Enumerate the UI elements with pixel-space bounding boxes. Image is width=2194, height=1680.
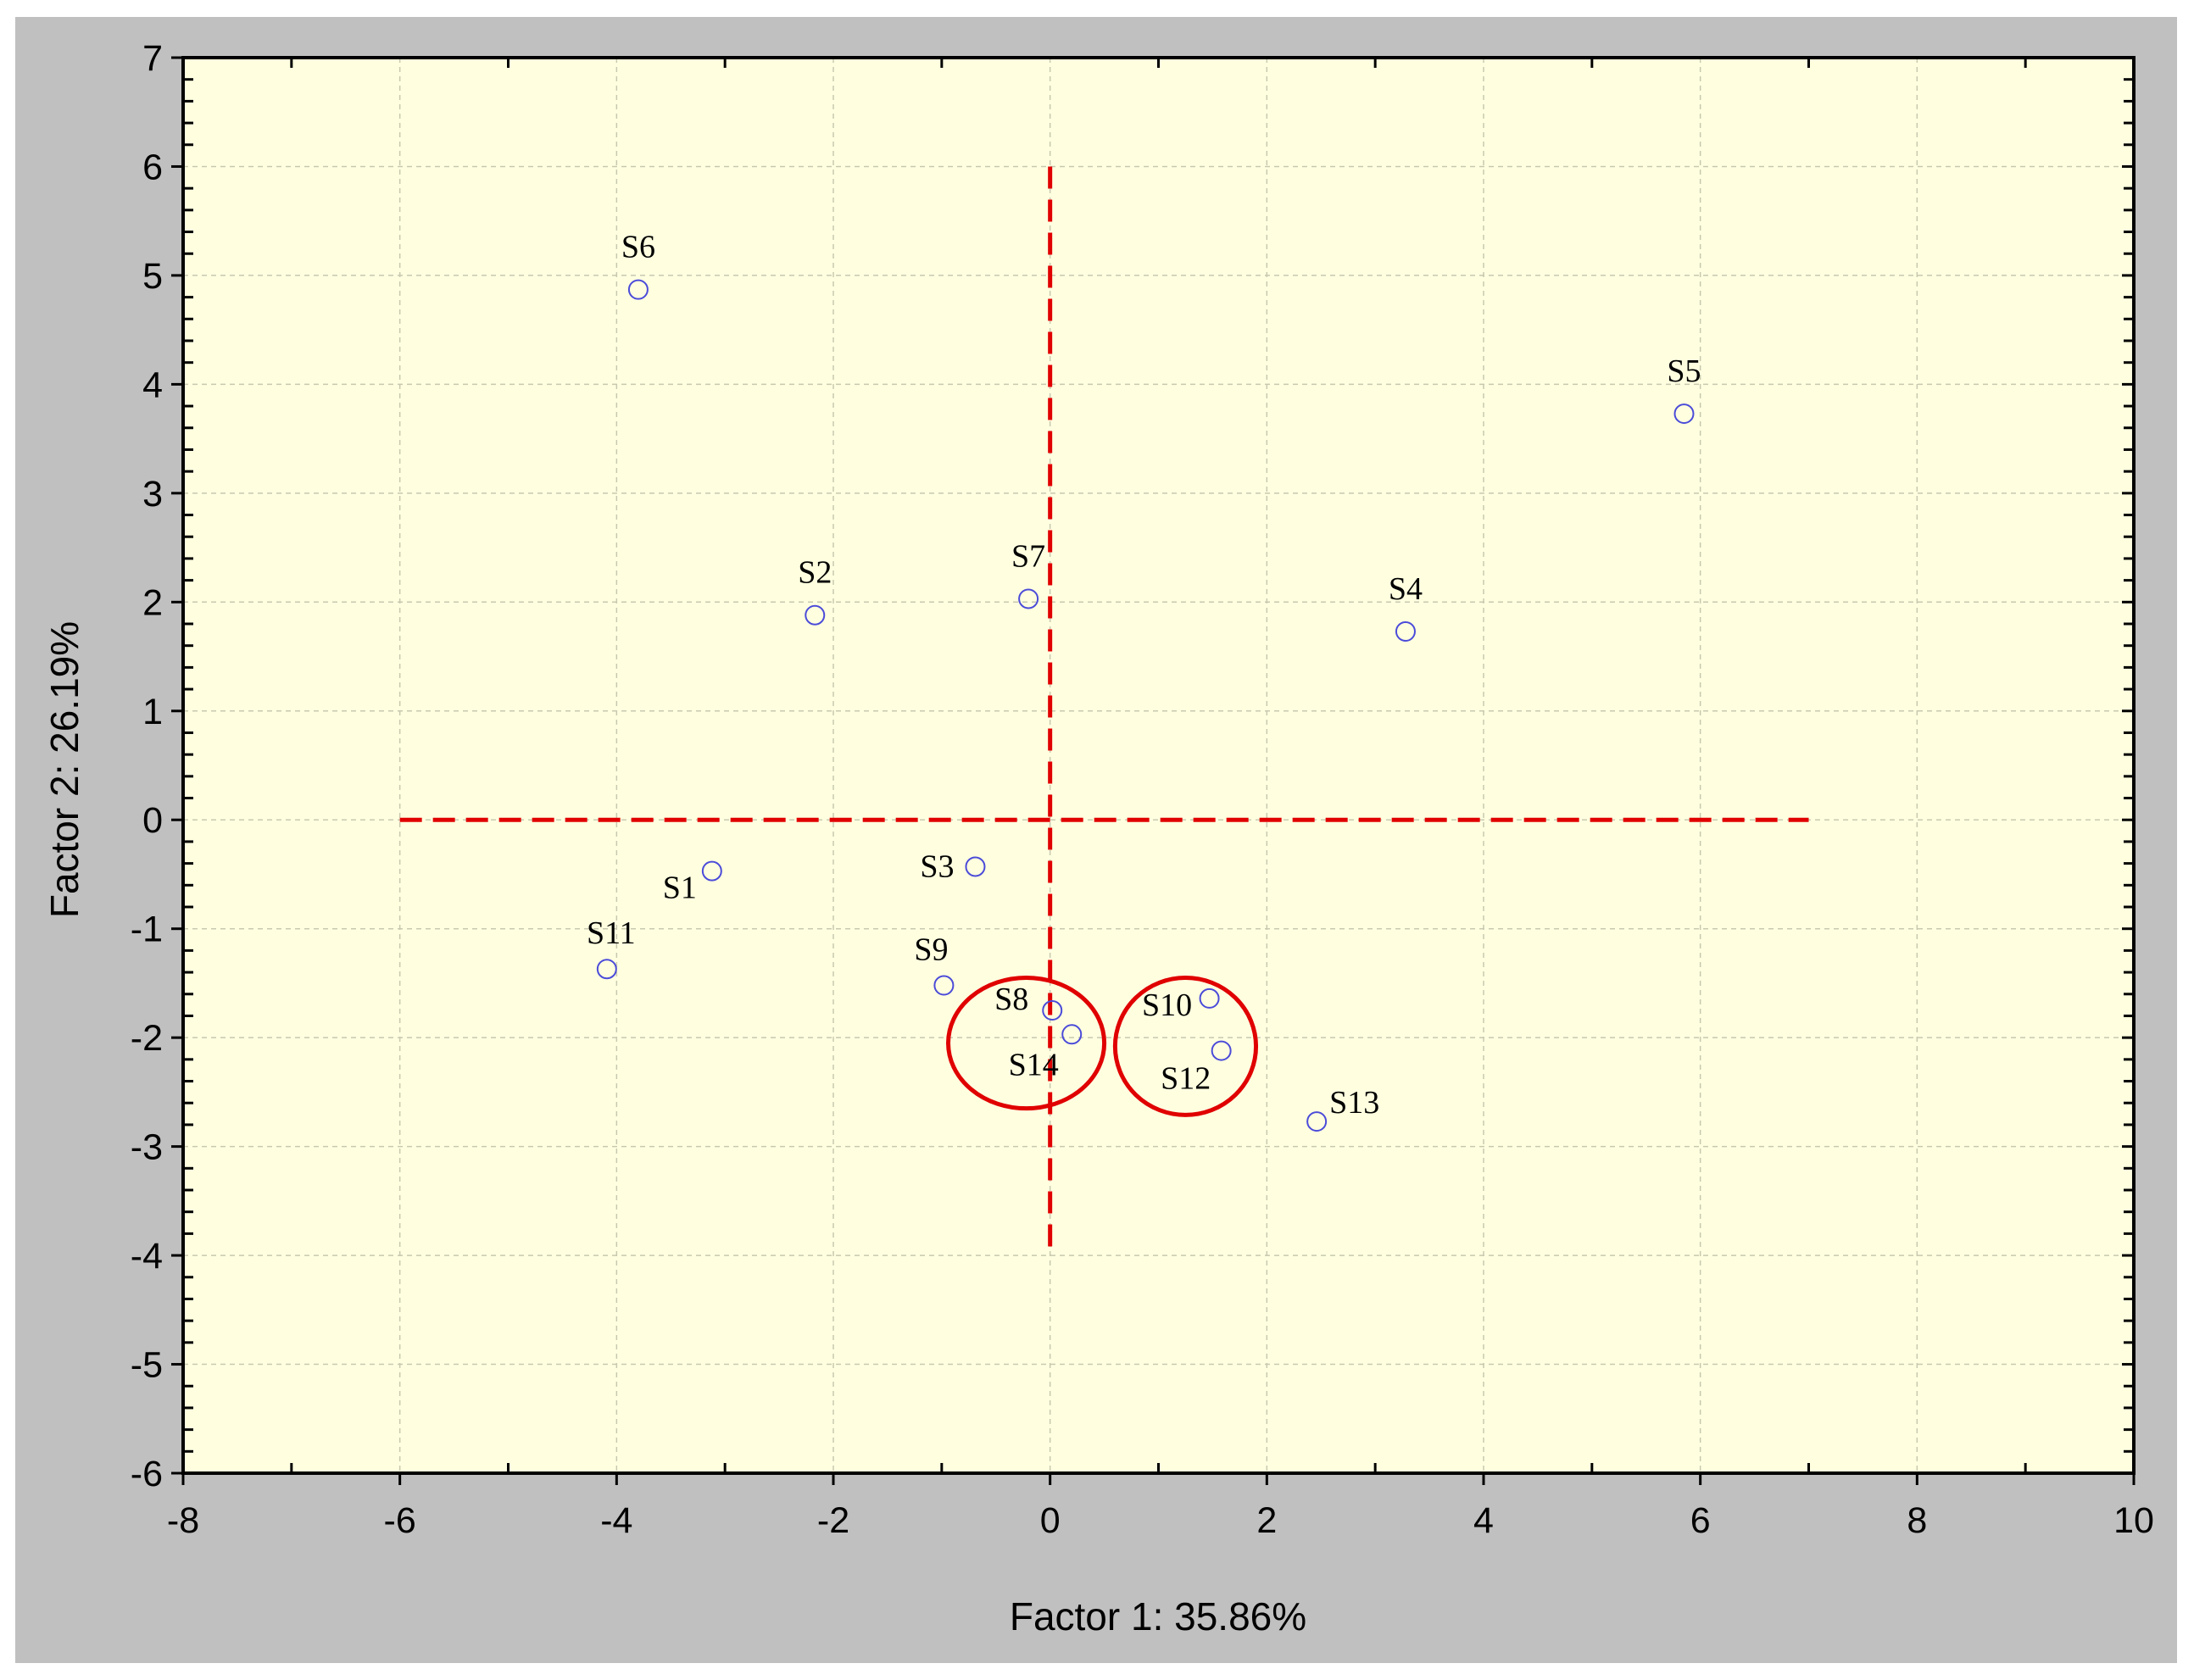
plot-area: [183, 58, 2134, 1473]
y-axis-title: Factor 2: 26.19%: [42, 621, 86, 918]
y-tick-label: 5: [142, 256, 163, 297]
y-tick-label: 1: [142, 692, 163, 732]
y-tick-label: 6: [142, 147, 163, 187]
scatter-point: [596, 959, 617, 980]
x-tick-label: 4: [1473, 1500, 1494, 1541]
scatter-point: [965, 856, 986, 877]
point-label: S10: [1142, 987, 1192, 1023]
x-tick-label: -2: [817, 1500, 849, 1541]
scatter-point: [1306, 1111, 1328, 1132]
data-points: [596, 279, 1695, 1132]
y-tick-label: 7: [142, 38, 163, 79]
y-tick-label: 3: [142, 474, 163, 515]
point-labels: S1 S2 S3 S4 S5 S6 S7 S8 S9 S10 S11 S12 S13 S14: [587, 230, 1701, 1121]
x-tick-label: -4: [600, 1500, 632, 1541]
point-label: S9: [914, 932, 948, 967]
x-axis-title: Factor 1: 35.86%: [1010, 1594, 1306, 1638]
scatter-point: [1061, 1024, 1083, 1045]
point-label: S5: [1667, 353, 1701, 389]
y-tick-label: -3: [131, 1127, 163, 1168]
y-tick-label: -1: [131, 910, 163, 950]
y-tick-label: -6: [131, 1454, 163, 1494]
scatter-point: [1211, 1040, 1232, 1061]
scatter-point: [933, 975, 955, 996]
x-tick-label: -6: [384, 1500, 416, 1541]
x-tick-labels: -8 -6 -4 -2 0 2 4 6 8 10: [167, 1500, 2154, 1541]
point-label: S11: [587, 915, 636, 951]
y-tick-labels: -6 -5 -4 -3 -2 -1 0 1 2 3 4 5 6 7: [131, 38, 163, 1494]
point-label: S8: [994, 982, 1028, 1017]
point-label: S3: [920, 848, 954, 884]
x-tick-label: 8: [1907, 1500, 1927, 1541]
scatter-point: [1673, 403, 1695, 425]
scatter-point: [1395, 620, 1416, 642]
plot-border: [181, 56, 2136, 1475]
reference-lines: [399, 166, 1809, 1256]
x-tick-label: 0: [1040, 1500, 1061, 1541]
x-tick-label: 2: [1256, 1500, 1277, 1541]
scatter-point: [805, 604, 826, 626]
scatter-point: [1199, 987, 1220, 1009]
point-label: S7: [1011, 538, 1045, 574]
point-label: S14: [1009, 1047, 1059, 1082]
y-tick-label: 0: [142, 800, 163, 841]
y-tick-label: 4: [142, 364, 163, 405]
point-label: S13: [1329, 1085, 1379, 1121]
scatter-point: [701, 860, 722, 882]
scatter-point: [627, 279, 649, 300]
scatter-point: [1042, 1000, 1063, 1021]
y-tick-label: 2: [142, 582, 163, 623]
highlight-ellipse: [1112, 976, 1259, 1117]
scatter-point: [1018, 588, 1039, 609]
x-tick-label: 10: [2113, 1500, 2154, 1541]
x-tick-label: -8: [167, 1500, 199, 1541]
y-tick-label: -5: [131, 1345, 163, 1386]
x-tick-label: 6: [1690, 1500, 1711, 1541]
point-label: S12: [1161, 1061, 1211, 1097]
point-label: S1: [663, 871, 697, 906]
point-label: S2: [798, 555, 832, 591]
point-label: S4: [1389, 571, 1423, 607]
major-ticks: [171, 56, 2136, 1485]
point-label: S6: [621, 230, 655, 265]
y-tick-label: -2: [131, 1018, 163, 1059]
y-tick-label: -4: [131, 1236, 163, 1277]
highlight-ellipses: [946, 976, 1259, 1117]
highlight-ellipse: [946, 976, 1107, 1111]
